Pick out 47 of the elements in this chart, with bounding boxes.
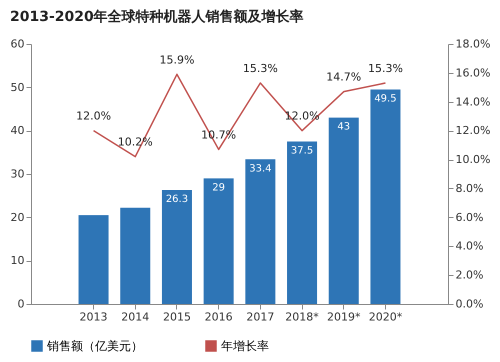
bar [120, 208, 150, 304]
x-tick-label: 2017 [246, 310, 274, 324]
x-tick-label: 2019* [327, 310, 361, 324]
data-label: 15.9% [159, 53, 194, 66]
y-tick-label: 0 [18, 298, 24, 310]
bar [245, 159, 276, 304]
x-tick-label: 2013 [80, 310, 108, 324]
x-tick-label: 2014 [121, 310, 150, 324]
y-tick-label: 50 [10, 80, 24, 94]
x-tick-label: 2016 [204, 310, 233, 324]
y-tick-label: 30 [10, 168, 24, 180]
data-label: 49.5 [374, 94, 397, 104]
data-label: 37.5 [290, 146, 314, 156]
y-tick-label: 60 [10, 38, 24, 50]
bar [162, 190, 192, 304]
y-tick-label: 10 [10, 254, 24, 268]
bar [78, 215, 109, 304]
y2-tick-label: 14.0% [456, 95, 490, 108]
y-tick-label: 20 [10, 210, 24, 224]
data-label: 29 [212, 182, 226, 194]
y2-tick-label: 16.0% [456, 66, 490, 80]
data-label: 26.3 [166, 194, 188, 206]
y2-tick-label: 18.0% [456, 38, 490, 50]
bar [204, 178, 234, 304]
y2-tick-label: 6.0% [456, 210, 484, 224]
legend-label: 年增长率 [221, 339, 269, 353]
data-label: 33.4 [249, 163, 272, 174]
data-label: 12.0% [76, 110, 112, 123]
data-label: 15.3% [242, 62, 278, 75]
y2-tick-label: 8.0% [456, 182, 484, 195]
y2-tick-label: 4.0% [456, 240, 484, 253]
x-tick-label: 2020* [368, 310, 403, 324]
bar [370, 90, 400, 304]
bar [287, 142, 318, 304]
data-label: 43 [337, 122, 350, 133]
y2-tick-label: 0.0% [456, 298, 484, 310]
x-tick-label: 2015 [162, 310, 191, 324]
y2-tick-label: 2.0% [456, 268, 484, 282]
legend-label: 销售额（亿美元） [46, 339, 143, 353]
data-label: 14.7% [326, 70, 362, 84]
data-label: 15.3% [368, 62, 403, 75]
bar [328, 118, 359, 304]
y2-tick-label: 10.0% [456, 153, 490, 166]
y-tick-label: 40 [10, 124, 24, 138]
x-tick-label: 2018* [285, 310, 320, 324]
chart-title: 2013-2020年全球特种机器人销售额及增长率 [10, 8, 304, 25]
y2-tick-label: 12.0% [456, 124, 490, 138]
